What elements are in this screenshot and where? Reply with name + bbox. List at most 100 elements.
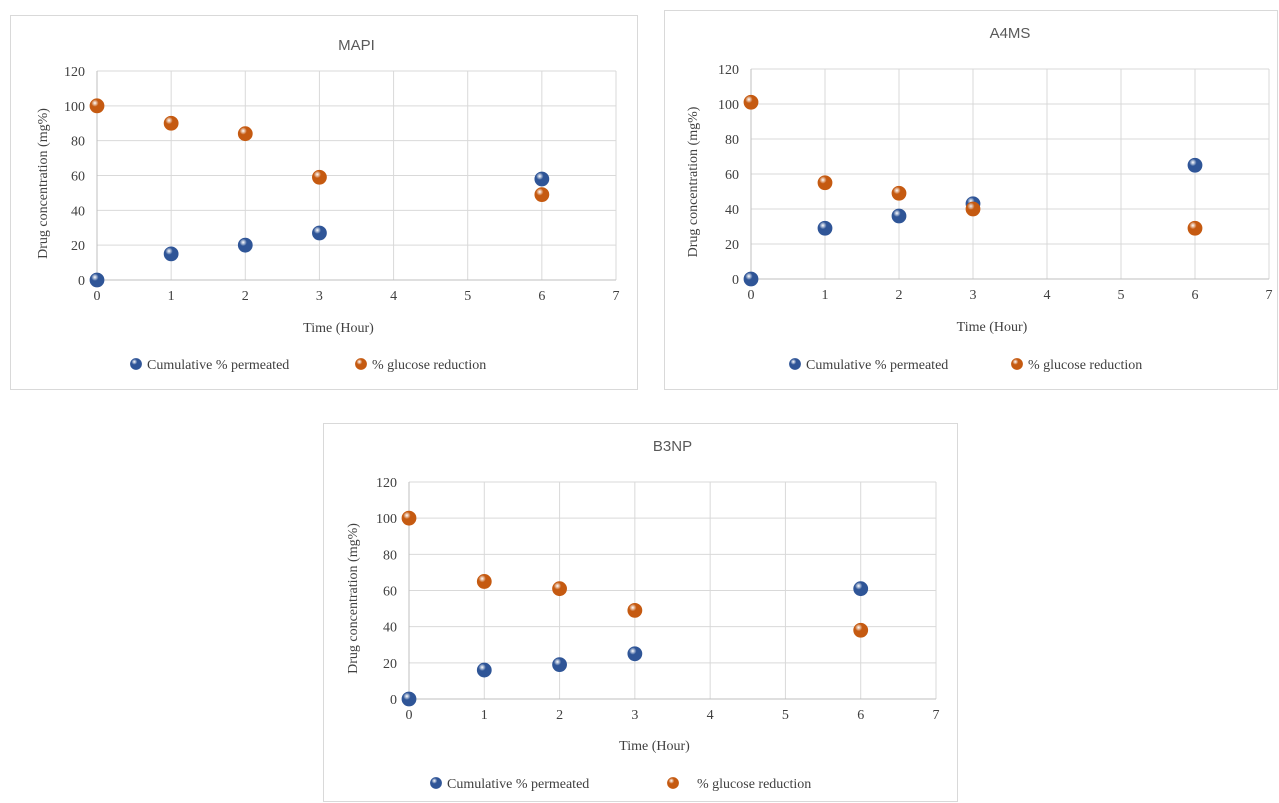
legend-marker-cumulative-permeated [789, 358, 801, 370]
chart-svg: A4MS 0 20 40 60 80 100 120 0 1 2 3 4 5 6 7 Time (Hour) Dr… [686, 25, 1273, 373]
point-cumulative-permeated [817, 220, 833, 236]
point-cumulative-permeated [891, 208, 907, 224]
chart-mapi: MAPI 0 20 40 60 80 100 120 0 1 2 3 4 5 6 7 Time (Hour) Dr… [10, 15, 638, 390]
point-glucose-reduction [627, 602, 643, 618]
point-glucose-reduction [891, 185, 907, 201]
y-tick-label: 120 [376, 476, 397, 491]
point-glucose-reduction [1187, 220, 1203, 236]
x-tick-label: 2 [556, 708, 563, 723]
x-tick-label: 2 [242, 289, 249, 304]
point-glucose-reduction [853, 622, 869, 638]
x-tick-label: 0 [406, 708, 413, 723]
legend-marker-glucose-reduction [1011, 358, 1023, 370]
y-tick-label: 40 [383, 621, 397, 636]
y-tick-label: 80 [71, 135, 85, 150]
y-tick-label: 120 [718, 63, 739, 78]
x-tick-label: 0 [748, 288, 755, 303]
legend-label-glucose-reduction: % glucose reduction [372, 358, 486, 373]
legend-label-cumulative-permeated: Cumulative % permeated [447, 777, 589, 792]
x-tick-label: 4 [1044, 288, 1051, 303]
y-tick-label: 40 [71, 204, 85, 219]
y-tick-label: 20 [383, 657, 397, 672]
chart-title: MAPI [338, 37, 375, 54]
x-tick-label: 1 [168, 289, 175, 304]
chart-b3np: B3NP 0 20 40 60 80 100 120 0 1 2 3 4 5 6 7 Time (Hour) Dr… [323, 423, 958, 802]
y-axis-label: Drug concentration (mg%) [686, 106, 701, 257]
y-axis-label: Drug concentration (mg%) [346, 523, 361, 674]
point-cumulative-permeated [237, 237, 253, 253]
x-axis-label: Time (Hour) [619, 739, 690, 754]
x-axis-label: Time (Hour) [303, 321, 374, 336]
x-tick-label: 0 [94, 289, 101, 304]
point-cumulative-permeated [476, 662, 492, 678]
x-tick-label: 4 [390, 289, 397, 304]
chart-title: B3NP [653, 438, 692, 455]
legend-marker-cumulative-permeated [130, 358, 142, 370]
y-tick-label: 100 [64, 100, 85, 115]
point-cumulative-permeated [89, 272, 105, 288]
x-tick-label: 3 [970, 288, 977, 303]
y-tick-label: 0 [732, 273, 739, 288]
y-tick-label: 60 [383, 585, 397, 600]
x-tick-label: 3 [631, 708, 638, 723]
point-glucose-reduction [817, 175, 833, 191]
x-tick-label: 4 [707, 708, 714, 723]
point-glucose-reduction [743, 94, 759, 110]
point-cumulative-permeated [743, 271, 759, 287]
chart-a4ms: A4MS 0 20 40 60 80 100 120 0 1 2 3 4 5 6 7 Time (Hour) Dr… [664, 10, 1278, 390]
y-tick-label: 0 [390, 693, 397, 708]
point-cumulative-permeated [401, 691, 417, 707]
x-tick-label: 6 [1192, 288, 1199, 303]
y-tick-label: 80 [383, 548, 397, 563]
point-glucose-reduction [401, 510, 417, 526]
x-tick-label: 7 [613, 289, 620, 304]
point-glucose-reduction [552, 581, 567, 597]
y-tick-label: 20 [71, 239, 85, 254]
x-tick-label: 5 [1118, 288, 1125, 303]
point-cumulative-permeated [1187, 157, 1203, 173]
point-glucose-reduction [534, 187, 550, 203]
x-tick-label: 1 [481, 708, 488, 723]
point-cumulative-permeated [853, 581, 869, 597]
x-tick-label: 6 [857, 708, 864, 723]
point-cumulative-permeated [163, 246, 179, 262]
x-tick-label: 7 [1266, 288, 1273, 303]
legend-label-glucose-reduction: % glucose reduction [697, 777, 811, 792]
y-tick-label: 60 [725, 168, 739, 183]
point-glucose-reduction [89, 98, 105, 114]
y-tick-label: 120 [64, 65, 85, 80]
point-glucose-reduction [237, 126, 253, 142]
x-tick-label: 5 [464, 289, 471, 304]
x-tick-label: 7 [933, 708, 940, 723]
legend-marker-glucose-reduction [667, 777, 679, 789]
y-axis-label: Drug concentration (mg%) [36, 108, 51, 259]
chart-svg: B3NP 0 20 40 60 80 100 120 0 1 2 3 4 5 6 7 Time (Hour) Dr… [346, 438, 940, 792]
y-tick-label: 80 [725, 133, 739, 148]
x-tick-label: 3 [316, 289, 323, 304]
point-glucose-reduction [965, 201, 981, 217]
x-tick-label: 2 [896, 288, 903, 303]
legend-label-cumulative-permeated: Cumulative % permeated [147, 358, 289, 373]
point-glucose-reduction [476, 574, 492, 589]
point-cumulative-permeated [627, 646, 643, 662]
y-tick-label: 0 [78, 274, 85, 289]
x-tick-label: 1 [822, 288, 829, 303]
legend-label-glucose-reduction: % glucose reduction [1028, 358, 1142, 373]
point-glucose-reduction [163, 115, 179, 131]
chart-svg: MAPI 0 20 40 60 80 100 120 0 1 2 3 4 5 6 7 Time (Hour) Dr… [36, 37, 620, 373]
y-tick-label: 100 [376, 512, 397, 527]
y-tick-label: 60 [71, 170, 85, 185]
point-cumulative-permeated [312, 225, 327, 241]
chart-title: A4MS [990, 25, 1031, 42]
x-axis-label: Time (Hour) [957, 320, 1028, 335]
y-tick-label: 20 [725, 238, 739, 253]
point-cumulative-permeated [534, 171, 550, 187]
y-tick-label: 40 [725, 203, 739, 218]
legend-label-cumulative-permeated: Cumulative % permeated [806, 358, 948, 373]
point-cumulative-permeated [552, 657, 567, 673]
point-glucose-reduction [312, 169, 327, 185]
legend-marker-cumulative-permeated [430, 777, 442, 789]
x-tick-label: 6 [538, 289, 545, 304]
legend-marker-glucose-reduction [355, 358, 367, 370]
x-tick-label: 5 [782, 708, 789, 723]
